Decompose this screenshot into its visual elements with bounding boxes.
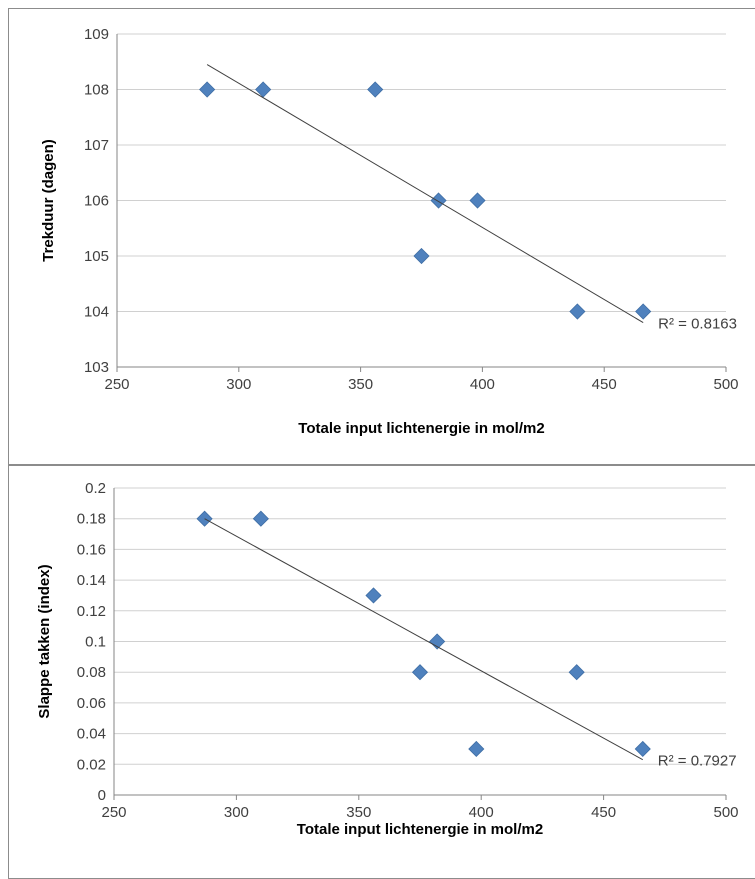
y-tick-label: 0.16: [77, 541, 106, 558]
data-point: [429, 633, 446, 650]
x-tick-label: 350: [346, 804, 371, 821]
x-tick-label: 450: [591, 804, 616, 821]
y-tick-label: 0.02: [77, 756, 106, 773]
x-axis-title: Totale input lichtenergie in mol/m2: [298, 420, 544, 437]
data-point: [199, 81, 216, 98]
x-tick-label: 450: [592, 376, 617, 393]
data-point: [569, 303, 586, 320]
y-axis-title: Trekduur (dagen): [40, 139, 57, 262]
x-axis-title: Totale input lichtenergie in mol/m2: [297, 821, 543, 838]
data-point: [568, 664, 585, 681]
chart-panel-slappe-takken: 0 0.02 0.04 0.06 0.08 0.1 0.12 0.14 0.16 0.18 0.2 2…: [8, 465, 755, 879]
data-point: [252, 510, 269, 527]
x-tick-label: 250: [104, 376, 129, 393]
y-tick-label: 107: [84, 137, 109, 154]
trendline: [204, 518, 644, 761]
trendline: [206, 64, 644, 324]
y-tick-label: 0.14: [77, 572, 106, 589]
y-tick-label: 0.12: [77, 603, 106, 620]
x-tick-label: 250: [101, 804, 126, 821]
r-squared-label: R² = 0.7927: [658, 753, 737, 770]
x-tick-label: 300: [224, 804, 249, 821]
data-point: [468, 740, 485, 758]
r-squared-label: R² = 0.8163: [658, 316, 737, 333]
y-tick-label: 103: [84, 359, 109, 376]
chart-panel-trekduur: 103 104 105 106 107 108 109 250 300 350 400 450 500 T…: [8, 8, 755, 465]
x-tick-label: 300: [226, 376, 251, 393]
x-tick-label: 500: [713, 804, 738, 821]
data-point: [367, 81, 384, 98]
y-tick-label: 0.18: [77, 511, 106, 528]
data-point: [413, 247, 430, 265]
y-tick-label: 0.2: [85, 480, 106, 497]
data-point: [255, 81, 272, 98]
y-tick-label: 0: [98, 787, 106, 804]
x-tick-label: 350: [348, 376, 373, 393]
data-point: [430, 192, 447, 209]
y-tick-label: 104: [84, 304, 109, 321]
y-tick-label: 105: [84, 248, 109, 265]
y-tick-label: 109: [84, 26, 109, 43]
y-tick-label: 0.08: [77, 664, 106, 681]
y-tick-label: 0.06: [77, 695, 106, 712]
y-tick-label: 108: [84, 82, 109, 99]
y-tick-label: 0.1: [85, 634, 106, 651]
x-tick-label: 400: [470, 376, 495, 393]
chart-slappe-takken: 0 0.02 0.04 0.06 0.08 0.1 0.12 0.14 0.16 0.18 0.2 2…: [36, 480, 739, 838]
data-point: [634, 740, 651, 758]
chart-trekduur: 103 104 105 106 107 108 109 250 300 350 400 450 500 T…: [40, 26, 739, 437]
x-tick-label: 500: [713, 376, 738, 393]
data-point: [365, 587, 382, 604]
data-point: [411, 664, 429, 681]
data-point: [635, 303, 652, 320]
y-tick-label: 0.04: [77, 726, 106, 743]
y-tick-label: 106: [84, 193, 109, 210]
data-point: [469, 192, 486, 209]
y-axis-title: Slappe takken (index): [36, 564, 53, 718]
x-tick-label: 400: [469, 804, 494, 821]
